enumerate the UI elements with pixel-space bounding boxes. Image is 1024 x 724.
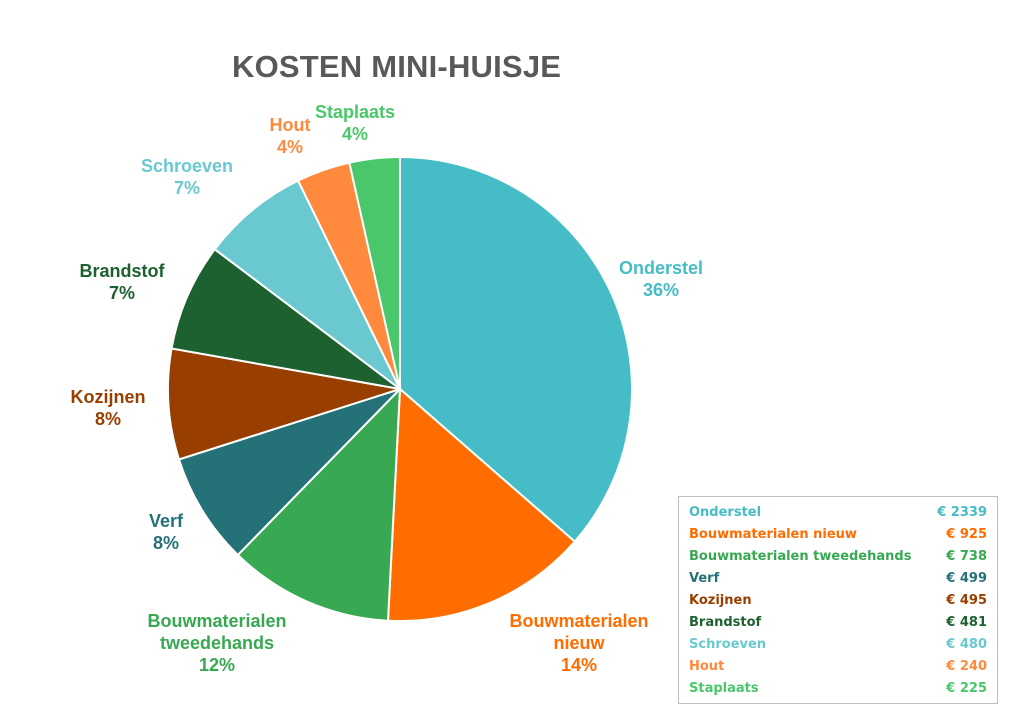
legend-value: € 240: [946, 658, 987, 674]
pie-slice-bouwmaterialen-nieuw: [386, 386, 577, 623]
legend-row: Bouwmaterialen tweedehands € 738: [689, 545, 987, 567]
slice-label-name: Staplaats: [314, 102, 396, 122]
slice-label-name: Kozijnen: [70, 387, 146, 407]
slice-label-name: Schroeven: [140, 156, 234, 176]
chart-title: KOSTEN MINI-HUISJE: [232, 49, 562, 84]
legend-table: Onderstel € 2339 Bouwmaterialen nieuw € 925…: [678, 496, 998, 704]
legend-row: Hout € 240: [689, 655, 987, 677]
slice-label-schroeven: Schroeven 7%: [141, 155, 233, 199]
pie-slice-brandstof: [170, 247, 401, 390]
legend-value: € 499: [946, 570, 987, 586]
pie-slice-schroeven: [213, 179, 401, 390]
slice-label-verf: Verf 8%: [149, 510, 183, 554]
slice-label-percent: 8%: [152, 533, 179, 553]
pie-slice-verf: [177, 388, 401, 557]
legend-row: Onderstel € 2339: [689, 501, 987, 523]
slice-label-name: Bouwmaterialen tweedehands: [147, 611, 287, 653]
legend-value: € 481: [946, 614, 987, 630]
legend-row: Staplaats € 225: [689, 677, 987, 699]
legend-value: € 2339: [937, 504, 987, 520]
legend-name: Hout: [689, 658, 725, 674]
slice-label-bouwmaterialen-nieuw: Bouwmaterialen nieuw 14%: [509, 610, 648, 676]
legend-row: Schroeven € 480: [689, 633, 987, 655]
legend-name: Kozijnen: [689, 592, 752, 608]
slice-label-kozijnen: Kozijnen 8%: [71, 386, 146, 430]
slice-label-staplaats: Staplaats 4%: [315, 101, 395, 145]
slice-label-name: Verf: [148, 511, 184, 531]
slice-label-hout: Hout 4%: [270, 114, 311, 158]
slice-label-name: Brandstof: [79, 261, 165, 281]
slice-label-name: Hout: [269, 115, 311, 135]
legend-value: € 225: [946, 680, 987, 696]
legend-row: Bouwmaterialen nieuw € 925: [689, 523, 987, 545]
pie-slice-onderstel: [399, 155, 633, 543]
slice-label-brandstof: Brandstof 7%: [80, 260, 165, 304]
legend-name: Schroeven: [689, 636, 767, 652]
legend-value: € 495: [946, 592, 987, 608]
legend-value: € 925: [946, 526, 987, 542]
slice-label-percent: 7%: [108, 283, 135, 303]
pie-slice-bouwmaterialen-tweedehands: [236, 386, 402, 622]
pie-slice-kozijnen: [167, 347, 401, 461]
slice-label-percent: 12%: [198, 655, 236, 675]
legend-row: Brandstof € 481: [689, 611, 987, 633]
legend-row: Kozijnen € 495: [689, 589, 987, 611]
pie-slice-staplaats: [348, 155, 401, 390]
legend-value: € 480: [946, 636, 987, 652]
slice-label-percent: 36%: [642, 280, 680, 300]
legend-name: Bouwmaterialen nieuw: [689, 526, 857, 542]
legend-name: Onderstel: [689, 504, 762, 520]
slice-label-name: Onderstel: [618, 258, 704, 278]
legend-name: Brandstof: [689, 614, 762, 630]
legend-name: Verf: [689, 570, 720, 586]
legend-name: Bouwmaterialen tweedehands: [689, 548, 912, 564]
slice-label-percent: 7%: [173, 178, 201, 198]
slice-label-bouwmaterialen-tweedehands: Bouwmaterialen tweedehands 12%: [147, 610, 286, 676]
legend-value: € 738: [946, 548, 987, 564]
slice-label-percent: 8%: [94, 409, 121, 429]
legend-name: Staplaats: [689, 680, 759, 696]
slice-label-percent: 4%: [276, 137, 304, 157]
legend-row: Verf € 499: [689, 567, 987, 589]
slice-label-name: Bouwmaterialen nieuw: [509, 611, 649, 653]
slice-label-onderstel: Onderstel 36%: [619, 257, 703, 301]
slice-label-percent: 4%: [341, 124, 369, 144]
slice-label-percent: 14%: [560, 655, 598, 675]
